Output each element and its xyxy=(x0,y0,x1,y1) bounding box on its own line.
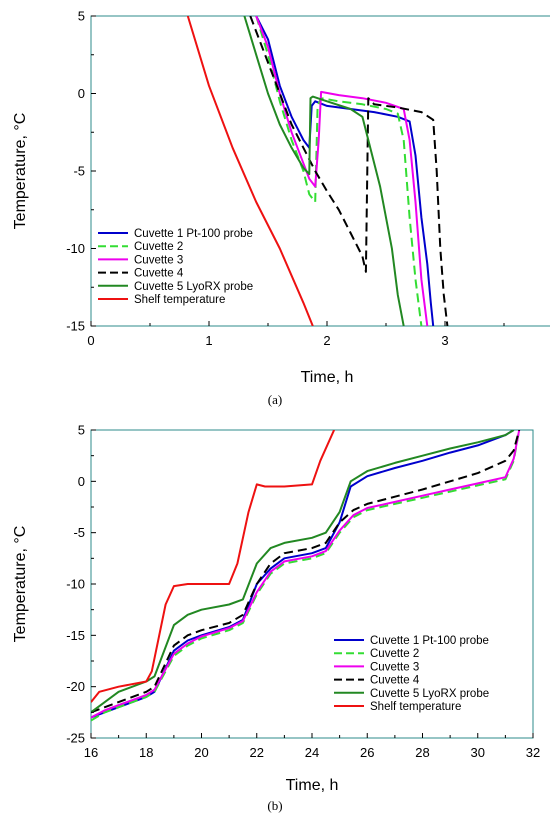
legend-entry-label: Cuvette 3 xyxy=(370,661,419,673)
y-tick-label: -10 xyxy=(66,241,85,256)
chart-panel-b: 16 18 20 22 24 26 28 30 32 -25 -20 -15 -10 -5 0 5 Time,… xyxy=(12,423,540,814)
x-tick-label: 26 xyxy=(360,745,374,760)
legend-entry-label: Cuvette 1 Pt-100 probe xyxy=(370,635,489,647)
x-tick-label: 3 xyxy=(441,333,448,348)
y-tick-label: -15 xyxy=(66,628,85,643)
legend-entry-label: Cuvette 2 xyxy=(134,241,183,253)
series-line-6 xyxy=(186,16,314,326)
legend-entry-label: Cuvette 4 xyxy=(134,268,184,280)
y-tick-label: 0 xyxy=(78,86,85,101)
series-line-3 xyxy=(91,430,521,719)
x-tick-label: 22 xyxy=(250,745,264,760)
y-tick-label: -20 xyxy=(66,679,85,694)
ticks-group-b: 16 18 20 22 24 26 28 30 32 -25 -20 -15 -10 -5 0 5 xyxy=(66,423,540,761)
series-line-4 xyxy=(249,16,449,326)
legend-entry-label: Shelf temperature xyxy=(134,294,225,306)
y-axis-label-b: Temperature, °C xyxy=(12,526,29,643)
y-tick-label: 0 xyxy=(78,474,85,489)
x-tick-label: 2 xyxy=(323,333,330,348)
series-line-1 xyxy=(255,16,435,326)
series-group-b xyxy=(91,430,521,722)
legend-entry-label: Cuvette 5 LyoRX probe xyxy=(134,281,253,293)
panel-label-a: (a) xyxy=(268,392,282,407)
series-line-1 xyxy=(91,430,515,719)
series-group-a xyxy=(186,16,449,326)
y-tick-label: -5 xyxy=(73,164,85,179)
panel-label-b: (b) xyxy=(267,798,282,813)
x-tick-label: 30 xyxy=(471,745,485,760)
ticks-group-a: 01234-15-10-505 xyxy=(66,9,505,348)
legend-entry-label: Cuvette 3 xyxy=(134,254,183,266)
series-line-6 xyxy=(91,430,336,703)
x-axis-label-a: Time, h xyxy=(301,369,354,386)
x-tick-label: 16 xyxy=(84,745,98,760)
y-axis-label-a: Temperature, °C xyxy=(12,113,29,230)
series-line-5 xyxy=(91,430,515,714)
chart-panel-a: 01234-15-10-505 Time, h Temperature, °C … xyxy=(12,9,550,407)
legend-entry-label: Cuvette 4 xyxy=(370,675,420,687)
y-tick-label: -10 xyxy=(66,577,85,592)
x-tick-label: 32 xyxy=(526,745,540,760)
y-tick-label: 5 xyxy=(78,9,85,24)
x-tick-label: 1 xyxy=(205,333,212,348)
series-line-5 xyxy=(243,16,405,326)
y-tick-label: 5 xyxy=(78,423,85,438)
y-tick-label: -25 xyxy=(66,731,85,746)
legend-entry-label: Shelf temperature xyxy=(370,701,461,713)
y-tick-label: -5 xyxy=(73,525,85,540)
x-tick-label: 0 xyxy=(87,333,94,348)
series-line-3 xyxy=(255,16,429,326)
x-tick-label: 24 xyxy=(305,745,319,760)
x-tick-label: 20 xyxy=(194,745,208,760)
y-tick-label: -15 xyxy=(66,319,85,334)
x-tick-label: 18 xyxy=(139,745,153,760)
legend-entry-label: Cuvette 1 Pt-100 probe xyxy=(134,228,253,240)
legend-entry-label: Cuvette 5 LyoRX probe xyxy=(370,688,489,700)
x-axis-label-b: Time, h xyxy=(286,777,339,794)
x-tick-label: 28 xyxy=(415,745,429,760)
series-line-4 xyxy=(91,430,521,714)
legend-entry-label: Cuvette 2 xyxy=(370,648,419,660)
series-line-2 xyxy=(91,430,521,722)
